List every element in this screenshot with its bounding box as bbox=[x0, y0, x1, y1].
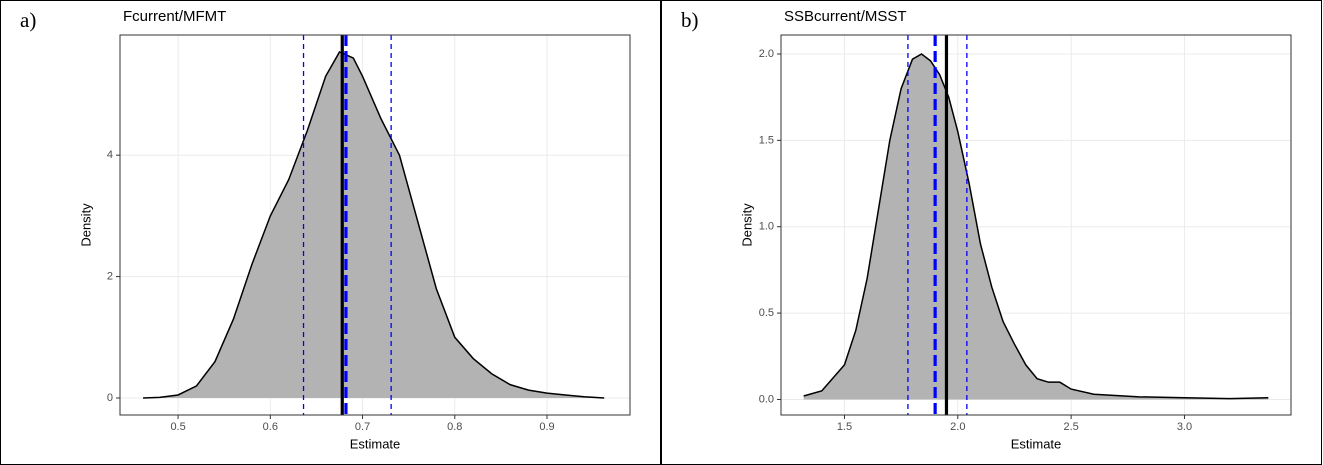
x-axis-label: Estimate bbox=[1011, 436, 1062, 451]
density-area bbox=[143, 51, 605, 399]
x-tick-label: 2.0 bbox=[950, 421, 965, 433]
x-axis-label: Estimate bbox=[350, 436, 401, 451]
chart-title: SSBcurrent/MSST bbox=[784, 8, 907, 25]
x-tick-label: 0.5 bbox=[170, 421, 185, 433]
y-tick-label: 0 bbox=[107, 392, 113, 404]
panel-label: b) bbox=[681, 8, 699, 32]
plot-border bbox=[119, 34, 631, 416]
y-tick-label: 1.0 bbox=[759, 221, 774, 233]
y-axis-label: Density bbox=[739, 203, 754, 247]
x-tick-label: 1.5 bbox=[837, 421, 852, 433]
y-tick-label: 0.0 bbox=[759, 393, 774, 405]
x-tick-label: 0.6 bbox=[263, 421, 278, 433]
x-tick-label: 3.0 bbox=[1177, 421, 1192, 433]
y-tick-label: 0.5 bbox=[759, 307, 774, 319]
y-axis-label: Density bbox=[78, 203, 93, 247]
y-tick-label: 2 bbox=[107, 271, 113, 283]
density-area bbox=[803, 54, 1269, 400]
y-tick-label: 4 bbox=[107, 149, 113, 161]
panel: 0.5 0.6 0.7 0.8 0.9 0 2 4 Fcurrent/MFMT a) Estimat… bbox=[0, 0, 661, 465]
panel: 1.5 2.0 2.5 3.0 0.0 0.5 1.0 1.5 2.0 SSBcurrent/MS… bbox=[661, 0, 1322, 465]
density-line bbox=[803, 53, 1269, 400]
density-line bbox=[143, 51, 605, 399]
x-tick-label: 2.5 bbox=[1063, 421, 1078, 433]
panel-label: a) bbox=[20, 8, 36, 32]
plot-border bbox=[780, 34, 1292, 416]
y-tick-label: 2.0 bbox=[759, 48, 774, 60]
x-tick-label: 0.9 bbox=[539, 421, 554, 433]
y-tick-label: 1.5 bbox=[759, 134, 774, 146]
x-tick-label: 0.7 bbox=[355, 421, 370, 433]
x-tick-label: 0.8 bbox=[447, 421, 462, 433]
chart-title: Fcurrent/MFMT bbox=[123, 8, 226, 25]
